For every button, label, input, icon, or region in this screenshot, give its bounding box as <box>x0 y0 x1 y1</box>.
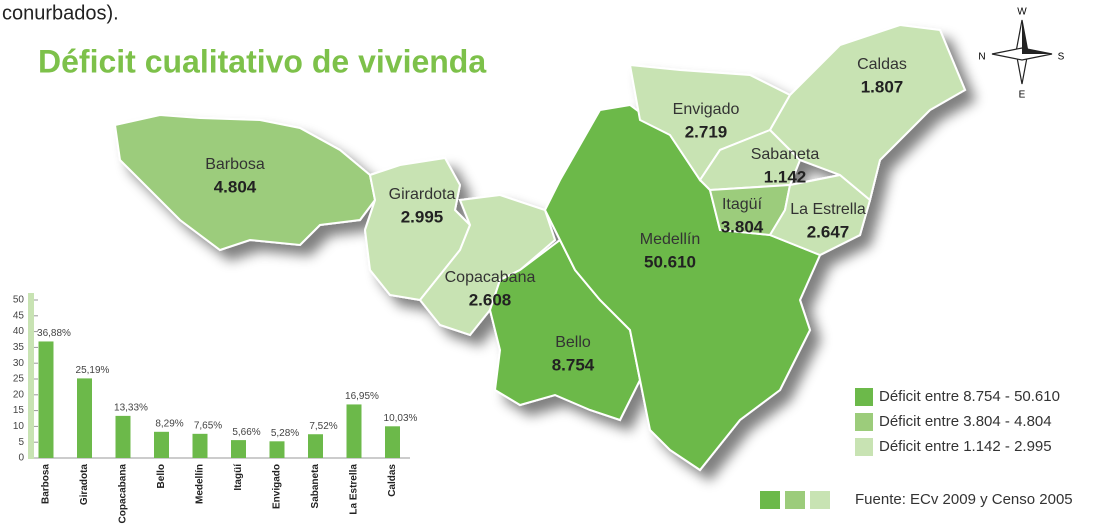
region-name: La Estrella <box>790 201 866 218</box>
value-label: 5,28% <box>271 428 299 439</box>
compass-n: N <box>978 52 985 63</box>
bar <box>38 341 54 458</box>
region-name: Envigado <box>673 101 740 118</box>
compass-e: E <box>1019 90 1026 101</box>
value-label: 7,52% <box>309 421 337 432</box>
x-tick-label: Giradota <box>79 464 90 506</box>
value-label: 36,88% <box>37 328 71 339</box>
value-label: 5,66% <box>232 427 260 438</box>
y-tick-label: 10 <box>13 421 25 432</box>
legend-label: Déficit entre 3.804 - 4.804 <box>879 413 1052 430</box>
header-text: conurbados). <box>2 2 119 24</box>
source-swatch <box>810 491 830 509</box>
y-tick-label: 35 <box>13 342 25 353</box>
region-value: 2.719 <box>685 122 728 141</box>
region-name: Girardota <box>389 186 456 203</box>
compass <box>991 19 1053 85</box>
x-tick-label: Envigado <box>272 464 283 509</box>
region-value: 2.995 <box>401 207 444 226</box>
region-name: Itagüí <box>722 196 763 213</box>
bar <box>308 434 323 458</box>
y-tick-label: 30 <box>13 358 25 369</box>
value-label: 16,95% <box>345 391 379 402</box>
bar <box>115 415 131 458</box>
y-tick-label: 50 <box>13 295 25 306</box>
legend-label: Déficit entre 1.142 - 2.995 <box>879 438 1052 455</box>
region-name: Bello <box>555 334 591 351</box>
region-value: 8.754 <box>552 355 595 374</box>
region-value: 1.807 <box>861 77 904 96</box>
compass-w: W <box>1017 7 1027 18</box>
legend-swatch <box>855 438 873 456</box>
region-value: 3.804 <box>721 217 764 236</box>
legend-swatch <box>855 413 873 431</box>
source-swatch <box>785 491 805 509</box>
x-tick-label: Copacabana <box>118 464 129 524</box>
bar <box>77 378 92 458</box>
region-name: Medellín <box>640 231 700 248</box>
value-label: 10,03% <box>384 413 418 424</box>
region-name: Copacabana <box>445 269 536 286</box>
source-swatch <box>760 491 780 509</box>
region-value: 50.610 <box>644 252 696 271</box>
y-tick-label: 40 <box>13 326 25 337</box>
axis-strip <box>28 293 34 459</box>
y-tick-label: 5 <box>18 437 24 448</box>
region-value: 2.608 <box>469 290 512 309</box>
bar <box>154 431 169 458</box>
title: Déficit cualitativo de vivienda <box>38 43 486 79</box>
region-value: 4.804 <box>214 177 257 196</box>
map <box>113 23 967 472</box>
x-tick-label: Sabaneta <box>310 464 321 509</box>
value-label: 8,29% <box>155 418 183 429</box>
x-tick-label: Itagüí <box>233 463 244 491</box>
bar <box>269 441 285 458</box>
region-name: Sabaneta <box>751 146 820 163</box>
region <box>768 23 967 202</box>
y-tick-label: 20 <box>13 389 25 400</box>
bar <box>346 404 362 458</box>
region-name: Barbosa <box>205 156 265 173</box>
value-label: 25,19% <box>76 365 110 376</box>
x-tick-label: Medellín <box>195 464 206 504</box>
value-label: 7,65% <box>194 420 222 431</box>
bar <box>385 426 400 458</box>
region-name: Caldas <box>857 56 907 73</box>
legend-swatch <box>855 388 873 406</box>
y-tick-label: 25 <box>13 374 25 385</box>
bar <box>231 440 246 458</box>
x-tick-label: Barbosa <box>41 464 52 504</box>
region-value: 2.647 <box>807 222 850 241</box>
compass-s: S <box>1058 52 1065 63</box>
x-tick-label: Bello <box>156 464 167 488</box>
x-tick-label: La Estrella <box>349 464 360 515</box>
source: Fuente: ECv 2009 y Censo 2005 <box>855 491 1073 508</box>
region-value: 1.142 <box>764 167 807 186</box>
y-tick-label: 0 <box>18 453 24 464</box>
region <box>113 113 377 252</box>
y-tick-label: 15 <box>13 405 25 416</box>
bar <box>192 433 208 458</box>
y-tick-label: 45 <box>13 310 25 321</box>
value-label: 13,33% <box>114 403 148 414</box>
legend-label: Déficit entre 8.754 - 50.610 <box>879 388 1060 405</box>
x-tick-label: Caldas <box>387 464 398 497</box>
